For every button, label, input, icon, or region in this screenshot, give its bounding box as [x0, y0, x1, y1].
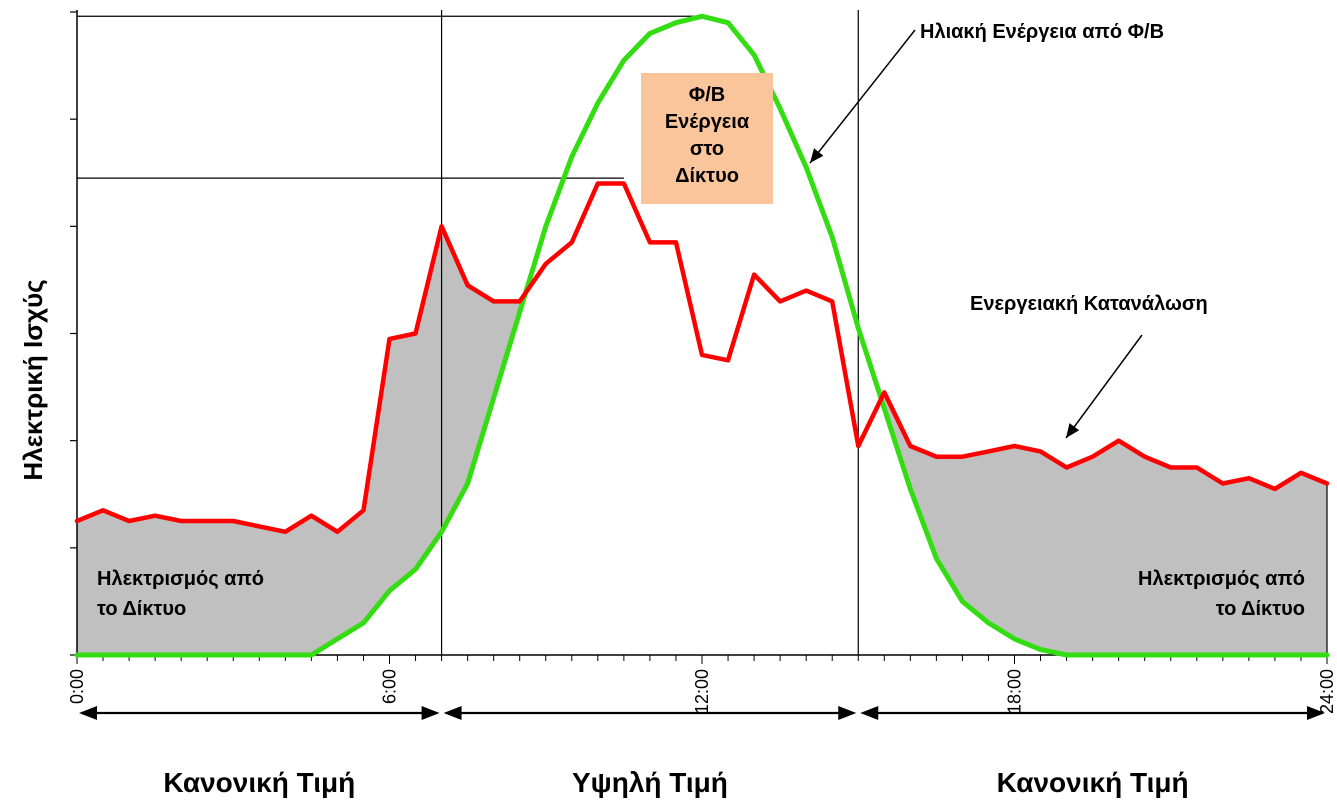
x-tick-label-0: 0:00: [67, 669, 87, 704]
pv-to-grid-label-line-2: Ενέργεια: [665, 111, 750, 133]
consumption-line: [74, 181, 1330, 535]
chart-annotations: Ηλεκτρική Ισχύς Ηλεκτρισμός από το Δίκτυο…: [18, 21, 1305, 620]
pv-to-grid-label-line-3: στο: [690, 138, 724, 160]
x-tick-label-2: 12:00: [692, 669, 712, 714]
tariff-band-3: Κανονική Τιμή: [860, 706, 1325, 798]
chart-series: [74, 13, 1330, 658]
tariff-bands: Κανονική Τιμή Υψηλή Τιμή Κανονική Τιμή: [79, 706, 1325, 798]
grid-import-label-left: Ηλεκτρισμός από το Δίκτυο: [97, 568, 264, 620]
tariff-band-arrow-right: [1307, 706, 1325, 720]
reference-lines: [77, 10, 859, 655]
x-tick-label-4: 24:00: [1317, 669, 1337, 714]
x-tick-label-1: 6:00: [380, 669, 400, 704]
tariff-band-arrow-left: [860, 706, 879, 720]
pv-to-grid-label: Φ/Β Ενέργεια στο Δίκτυο: [665, 84, 750, 187]
tariff-band-1: Κανονική Τιμή: [79, 706, 440, 798]
pv-to-grid-label-line-4: Δίκτυο: [675, 165, 739, 187]
consumption-label-pointer-shaft: [1065, 334, 1143, 439]
tariff-band-label: Κανονική Τιμή: [163, 767, 355, 798]
chart-fills: [77, 226, 1327, 656]
pv-to-grid-annotation: Φ/Β Ενέργεια στο Δίκτυο: [641, 73, 773, 204]
tariff-band-arrow-left: [443, 706, 462, 720]
consumption-label-pointer: [1065, 334, 1143, 439]
tariff-band-label: Υψηλή Τιμή: [572, 767, 728, 798]
tariff-band-arrow-right: [421, 706, 440, 720]
grid-import-label-right-line-2: το Δίκτυο: [1216, 598, 1305, 620]
pv-to-grid-box: [641, 73, 773, 204]
consumption-series-label: Ενεργειακή Κατανάλωση: [970, 293, 1208, 315]
grid-import-label-left-line-1: Ηλεκτρισμός από: [97, 568, 264, 590]
y-axis-label: Ηλεκτρική Ισχύς: [18, 279, 48, 480]
solar-series-label: Ηλιακή Ενέργεια από Φ/Β: [920, 21, 1164, 43]
tariff-band-arrow-left: [79, 706, 97, 720]
tariff-band-arrow-right: [838, 706, 857, 720]
x-tick-label-3: 18:00: [1005, 669, 1025, 714]
grid-import-area-1: [77, 226, 526, 656]
grid-import-area-2: [881, 392, 1327, 655]
grid-import-label-left-line-2: το Δίκτυο: [97, 598, 186, 620]
solar-label-pointer-shaft: [809, 29, 916, 164]
grid-import-label-right: Ηλεκτρισμός από το Δίκτυο: [1138, 568, 1305, 620]
solar-pv-line: [74, 13, 1330, 658]
grid-import-label-right-line-1: Ηλεκτρισμός από: [1138, 568, 1305, 590]
solar-label-pointer-head: [810, 148, 824, 163]
tariff-band-label: Κανονική Τιμή: [997, 767, 1189, 798]
consumption-label-pointer-head: [1066, 423, 1080, 438]
pointer-arrows: [809, 29, 1143, 439]
pv-to-grid-label-line-1: Φ/Β: [689, 84, 725, 106]
solar-label-pointer: [809, 29, 916, 164]
tariff-band-2: Υψηλή Τιμή: [443, 706, 857, 798]
